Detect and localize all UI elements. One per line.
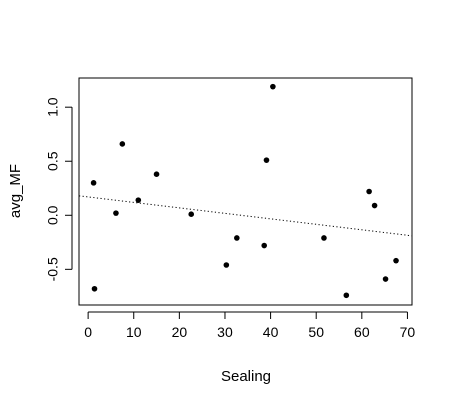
- data-point: [366, 188, 372, 195]
- data-point: [261, 242, 268, 249]
- x-tick-label: 70: [400, 324, 416, 340]
- y-tick-label: -0.5: [45, 257, 61, 281]
- x-tick-label: 40: [263, 324, 279, 340]
- data-point: [223, 262, 230, 268]
- data-point: [90, 180, 97, 186]
- data-point: [393, 257, 399, 264]
- y-tick-label: 0.5: [45, 151, 61, 171]
- data-point: [371, 202, 378, 209]
- y-tick-label: 0.0: [45, 205, 61, 225]
- x-tick-label: 30: [217, 324, 233, 340]
- plot-frame: [78, 77, 413, 306]
- data-point: [113, 210, 119, 216]
- data-point: [382, 276, 389, 282]
- data-point: [135, 197, 142, 203]
- data-point: [343, 292, 350, 299]
- data-point: [91, 285, 98, 292]
- y-tick-label: 1.0: [45, 97, 61, 117]
- data-point: [153, 171, 160, 178]
- data-point: [188, 211, 195, 217]
- y-axis-label: avg_MF: [7, 164, 24, 218]
- x-tick-label: 50: [308, 324, 324, 340]
- x-tick-label: 60: [354, 324, 370, 340]
- data-point: [321, 235, 327, 241]
- data-point: [234, 235, 240, 241]
- x-tick-label: 20: [172, 324, 188, 340]
- data-point: [119, 141, 126, 147]
- x-tick-label: 10: [126, 324, 142, 340]
- data-point: [270, 83, 276, 90]
- x-axis-label: Sealing: [221, 368, 271, 385]
- x-tick-label: 0: [84, 324, 92, 340]
- data-point: [263, 157, 270, 163]
- plot-layer: 0 10 20 30 40 50 60 70 -0.5 0.0 0.5 1.0: [45, 77, 416, 340]
